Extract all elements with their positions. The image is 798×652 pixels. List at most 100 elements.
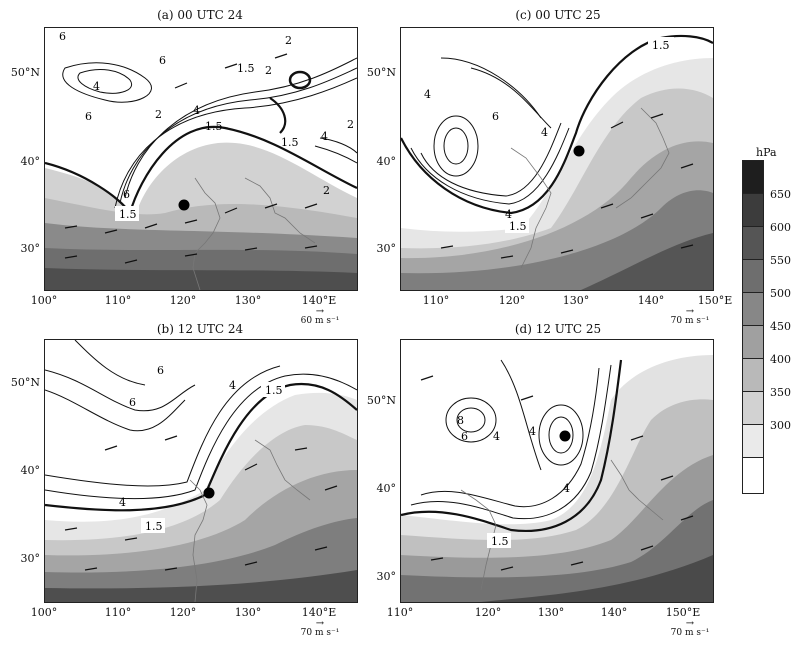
colorbar-swatch	[743, 293, 763, 326]
colorbar-tick: 400	[770, 353, 791, 366]
colorbar-tick: 650	[770, 188, 791, 201]
map-panel-c: 1.5 4 6 4 4 1.5	[400, 27, 714, 291]
colorbar-swatch	[743, 194, 763, 227]
contour-label: 6	[123, 188, 130, 201]
contour-label: 2	[323, 184, 330, 197]
map-panel-a: 6 6 4 6 2 1.5 2 2 4 1.5 1.5 4 2 2 6 1.5	[44, 27, 358, 291]
lon-label: 110°	[104, 294, 132, 307]
panel-d-title: (d) 12 UTC 25	[514, 322, 602, 336]
contour-label: 4	[505, 208, 512, 221]
contour-label: 4	[563, 482, 570, 495]
lon-label: 140°E	[301, 606, 337, 619]
contour-label: 4	[193, 104, 200, 117]
contour-label: 1.5	[265, 384, 283, 397]
contour-label: 6	[129, 396, 136, 409]
colorbar-tick: 500	[770, 287, 791, 300]
lat-label: 50°N	[366, 66, 396, 79]
contour-label: 4	[493, 430, 500, 443]
lon-label: 120°	[169, 294, 197, 307]
contour-label: 1.5	[281, 136, 299, 149]
lat-label: 40°	[376, 155, 397, 168]
wind-reference-c: → 70 m s⁻¹	[670, 306, 710, 327]
lon-label: 130°	[234, 294, 262, 307]
contour-label: 1.5	[205, 120, 223, 133]
colorbar-swatch	[743, 260, 763, 293]
lon-label: 150°E	[665, 606, 701, 619]
contour-label: 8	[457, 414, 464, 427]
contour-label: 1.5	[237, 62, 255, 75]
colorbar-unit: hPa	[756, 146, 777, 159]
wind-reference-d: → 70 m s⁻¹	[670, 618, 710, 639]
lon-label: 110°	[422, 294, 450, 307]
wind-reference-b: → 70 m s⁻¹	[300, 618, 340, 639]
lat-label: 40°	[20, 464, 41, 477]
colorbar-swatch	[743, 227, 763, 260]
contour-label: 4	[321, 130, 328, 143]
lon-label: 150°E	[697, 294, 733, 307]
colorbar-swatch	[743, 425, 763, 458]
contour-label: 2	[265, 64, 272, 77]
contour-label: 6	[159, 54, 166, 67]
lon-label: 140°	[600, 606, 628, 619]
colorbar-tick: 550	[770, 254, 791, 267]
panel-c-graphic: 1.5 4 6 4 4 1.5	[401, 28, 713, 290]
contour-label: 1.5	[509, 220, 527, 233]
colorbar-tick: 450	[770, 320, 791, 333]
colorbar-tick: 600	[770, 221, 791, 234]
map-panel-d: 8 6 4 4 4 1.5	[400, 339, 714, 603]
lon-label: 100°	[30, 294, 58, 307]
lon-label: 130°	[537, 606, 565, 619]
lat-label: 50°N	[10, 66, 40, 79]
lat-label: 30°	[20, 552, 41, 565]
lon-label: 130°	[234, 606, 262, 619]
panel-c-title: (c) 00 UTC 25	[515, 8, 601, 22]
lat-label: 30°	[376, 570, 397, 583]
wind-reference-a: → 60 m s⁻¹	[300, 306, 340, 327]
panel-b-graphic: 6 6 4 1.5 4 1.5	[45, 340, 357, 602]
lat-label: 50°N	[10, 376, 40, 389]
lat-label: 40°	[376, 482, 397, 495]
lon-label: 140°	[637, 294, 665, 307]
lat-label: 40°	[20, 155, 41, 168]
contour-label: 2	[347, 118, 354, 131]
contour-label: 2	[285, 34, 292, 47]
lat-label: 30°	[20, 242, 41, 255]
contour-label: 6	[157, 364, 164, 377]
contour-label: 6	[461, 430, 468, 443]
contour-label: 4	[529, 425, 536, 438]
contour-label: 1.5	[145, 520, 163, 533]
lon-label: 130°	[562, 294, 590, 307]
lon-label: 110°	[104, 606, 132, 619]
lat-label: 50°N	[366, 394, 396, 407]
contour-label: 4	[119, 496, 126, 509]
map-panel-b: 6 6 4 1.5 4 1.5	[44, 339, 358, 603]
colorbar-swatch	[743, 161, 763, 194]
lat-label: 30°	[376, 242, 397, 255]
lon-label: 100°	[30, 606, 58, 619]
lon-label: 120°	[169, 606, 197, 619]
contour-label: 6	[492, 110, 499, 123]
colorbar	[742, 160, 764, 494]
contour-label: 4	[93, 80, 100, 93]
colorbar-tick: 300	[770, 419, 791, 432]
lon-label: 120°	[498, 294, 526, 307]
colorbar-swatch	[743, 359, 763, 392]
colorbar-swatch	[743, 392, 763, 425]
contour-label: 2	[155, 108, 162, 121]
colorbar-swatch	[743, 458, 763, 491]
contour-label: 4	[229, 379, 236, 392]
contour-label: 1.5	[119, 208, 137, 221]
colorbar-tick: 350	[770, 386, 791, 399]
lon-label: 110°	[386, 606, 414, 619]
panel-d-graphic: 8 6 4 4 4 1.5	[401, 340, 713, 602]
contour-label: 4	[541, 126, 548, 139]
panel-a-graphic: 6 6 4 6 2 1.5 2 2 4 1.5 1.5 4 2 2 6 1.5	[45, 28, 357, 290]
contour-label: 4	[424, 88, 431, 101]
panel-a-title: (a) 00 UTC 24	[157, 8, 243, 22]
colorbar-swatch	[743, 326, 763, 359]
lon-label: 120°	[474, 606, 502, 619]
panel-b-title: (b) 12 UTC 24	[156, 322, 244, 336]
contour-label: 6	[85, 110, 92, 123]
contour-label: 1.5	[652, 39, 670, 52]
contour-label: 1.5	[491, 535, 509, 548]
